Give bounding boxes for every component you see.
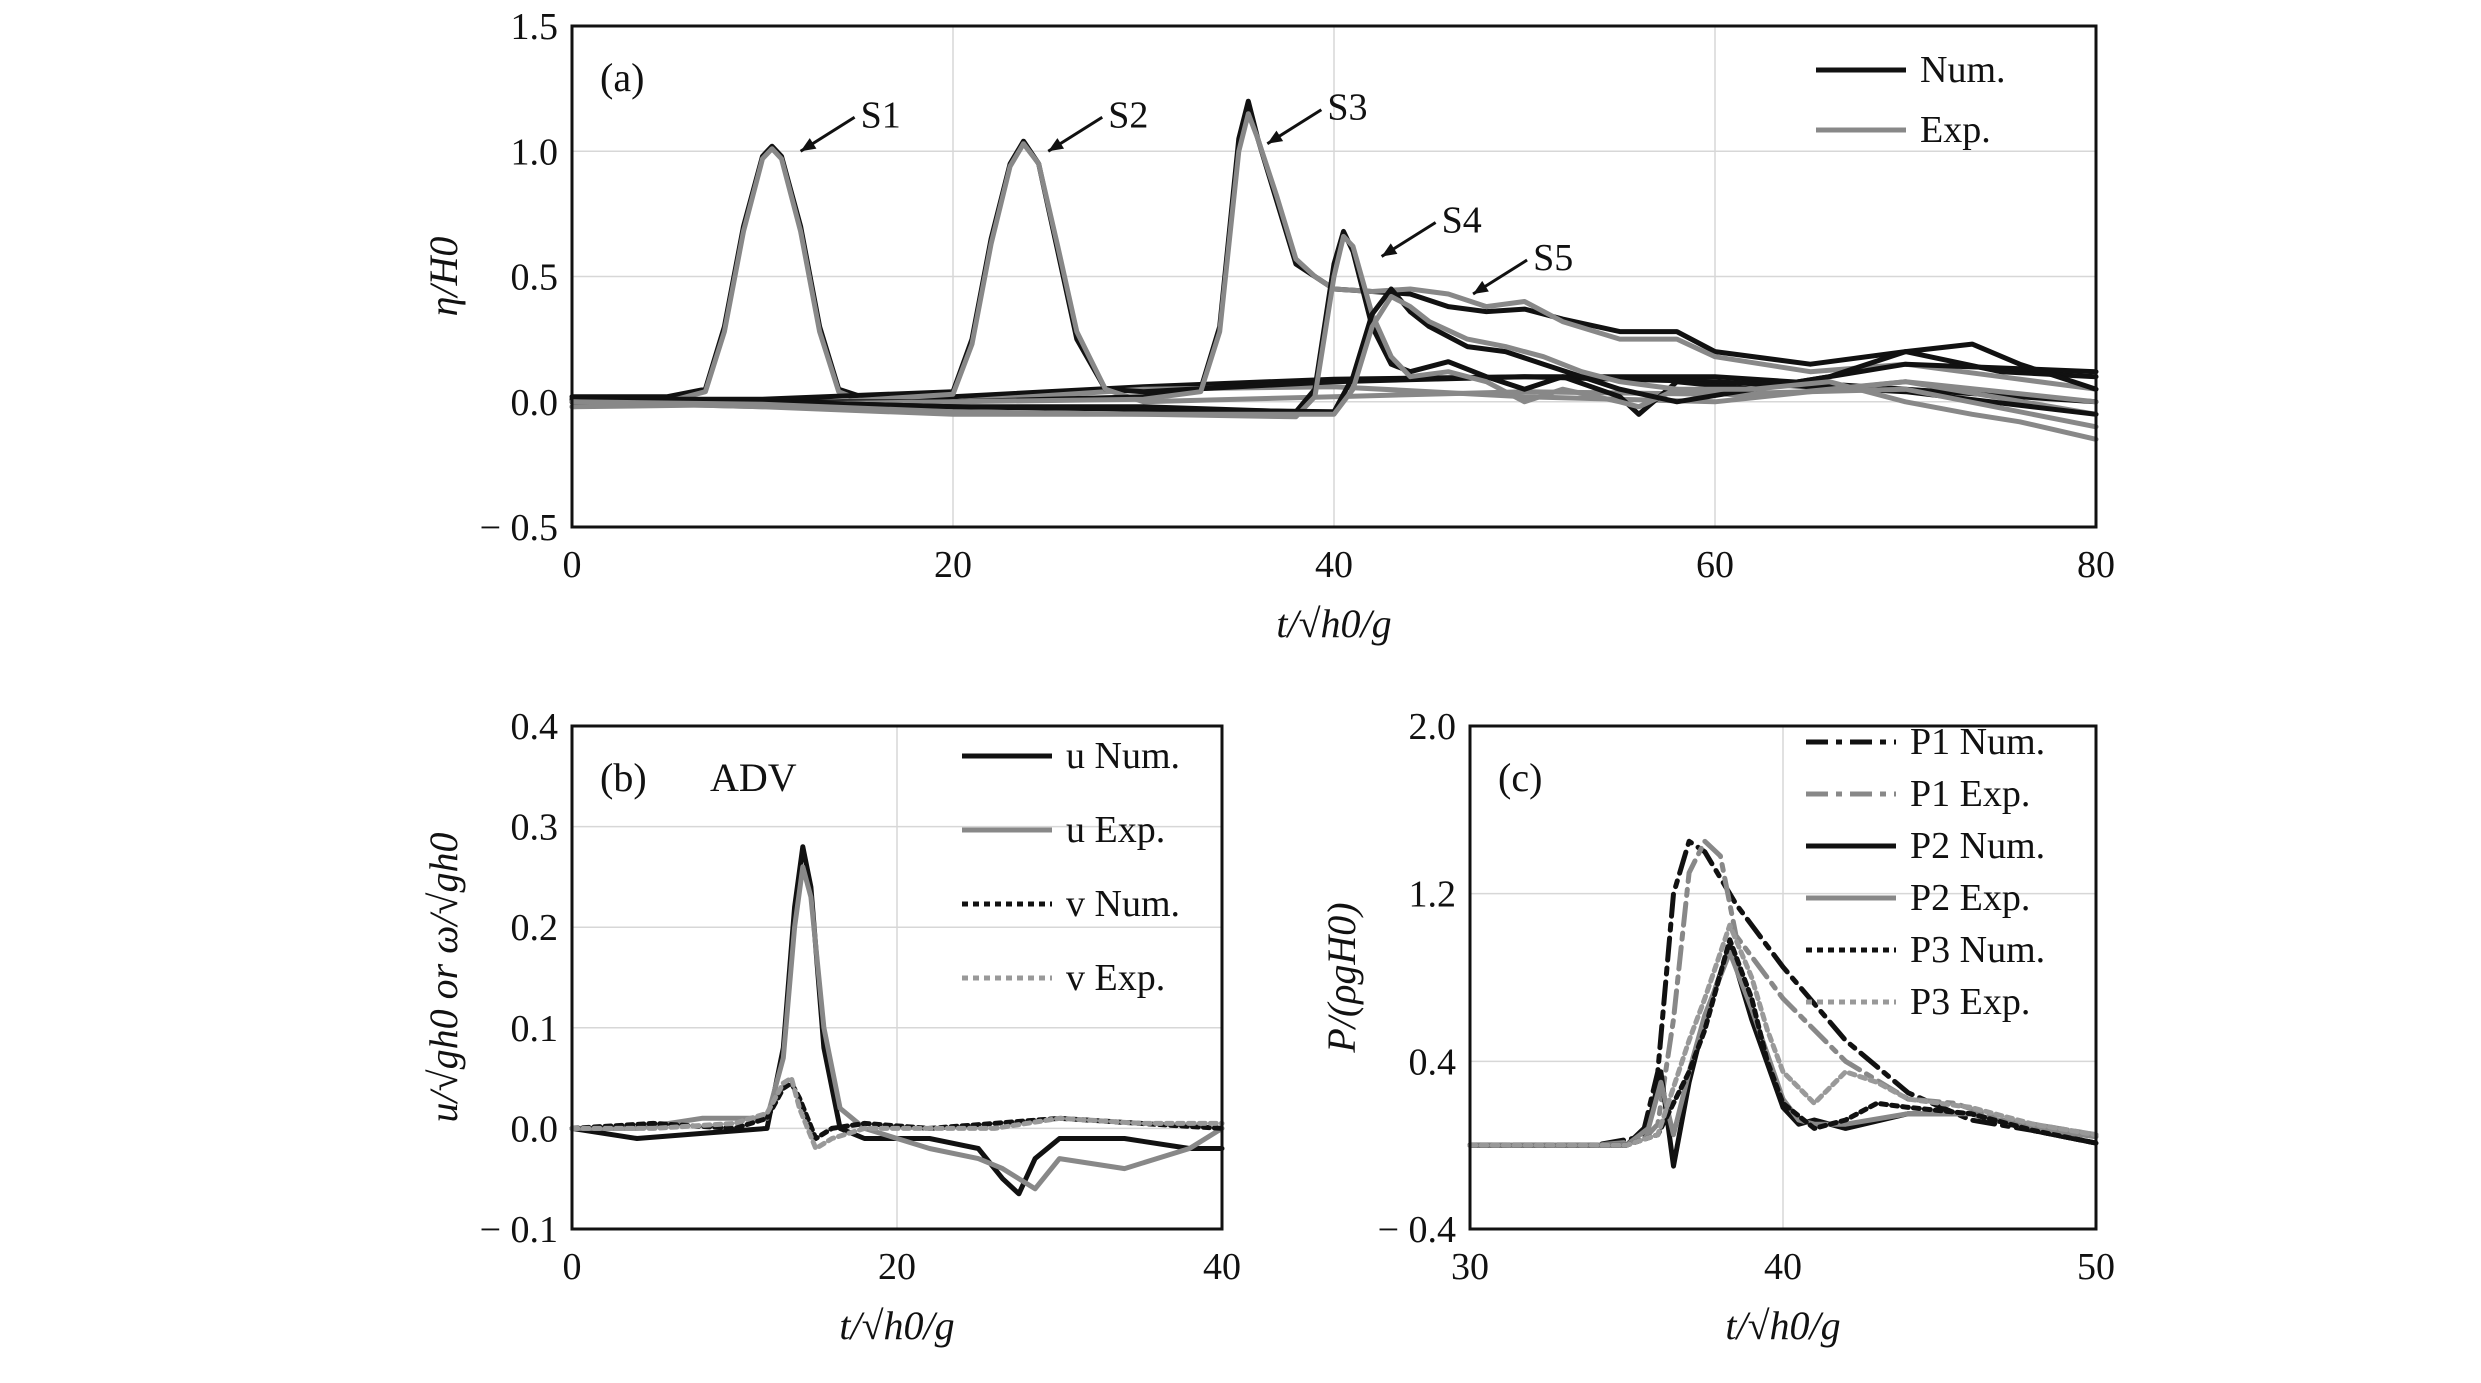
x-tick-label: 40: [1315, 544, 1353, 586]
annotation-label: S4: [1442, 199, 1482, 241]
legend-entry: u Num.: [1066, 735, 1180, 777]
series-line-p2-exp: [1467, 949, 2099, 1148]
x-tick-label: 30: [1451, 1246, 1489, 1288]
series-line-exp-s5: [569, 294, 2099, 442]
legend-entry: P3 Exp.: [1910, 981, 2030, 1023]
y-tick-label: 0.5: [511, 257, 559, 299]
y-tick-label: 0.0: [511, 1108, 559, 1150]
y-tick-label: 1.2: [1409, 874, 1457, 916]
annotation-arrowhead: [1048, 138, 1065, 152]
x-tick-label: 50: [2077, 1246, 2115, 1288]
series-line-p3-exp: [1467, 922, 2099, 1148]
annotation-arrowhead: [1473, 280, 1489, 295]
legend: Num. Exp.: [1816, 49, 2006, 151]
y-tick-label: 2.0: [1409, 706, 1457, 748]
x-tick-label: 20: [878, 1246, 916, 1288]
annotation-label: S2: [1108, 94, 1148, 136]
legend-entry: P1 Exp.: [1910, 773, 2030, 815]
panel-inset-title: ADV: [710, 755, 797, 800]
x-axis-label: t/√h0/g: [839, 1303, 954, 1348]
legend-entry: P1 Num.: [1910, 721, 2045, 763]
y-axis-label: u/√gh0 or ω/√gh0: [421, 833, 466, 1123]
x-tick-label: 40: [1764, 1246, 1802, 1288]
series-line-p3-num: [1467, 937, 2099, 1148]
y-tick-label: − 0.4: [1378, 1209, 1456, 1251]
x-axis-label: t/√h0/g: [1276, 601, 1391, 646]
legend-entry: v Exp.: [1066, 957, 1165, 999]
legend-entry: Num.: [1920, 49, 2006, 91]
annotation-arrowhead: [1267, 130, 1284, 144]
y-tick-label: 0.4: [1409, 1041, 1457, 1083]
legend-entry: P2 Exp.: [1910, 877, 2030, 919]
annotation-label: S1: [861, 94, 901, 136]
y-tick-label: 0.3: [511, 807, 559, 849]
x-tick-label: 0: [563, 544, 582, 586]
legend-entry: u Exp.: [1066, 809, 1165, 851]
panel-a: 0 20 40 60 80 − 0.5 0.0 0.5 1.0 1.5 (a) Num. Exp. S1 S…: [421, 6, 2115, 646]
annotation-arrowhead: [800, 138, 817, 152]
legend: P1 Num. P1 Exp. P2 Num. P2 Exp. P3 Num. P3 Ex…: [1806, 721, 2045, 1023]
x-axis-label: t/√h0/g: [1725, 1303, 1840, 1348]
y-tick-label: − 0.5: [480, 507, 558, 549]
annotation-label: S5: [1533, 237, 1573, 279]
y-tick-label: − 0.1: [480, 1209, 558, 1251]
plot-frame: [570, 724, 1224, 1231]
legend-entry: P3 Num.: [1910, 929, 2045, 971]
plot-frame: [1468, 724, 2098, 1231]
y-tick-label: 0.0: [511, 382, 559, 424]
x-tick-label: 40: [1203, 1246, 1241, 1288]
legend-entry: P2 Num.: [1910, 825, 2045, 867]
panel-label: (c): [1498, 755, 1542, 800]
series-line-num-s5: [569, 286, 2099, 415]
panel-b: 0 20 40 − 0.1 0.0 0.1 0.2 0.3 0.4 (b) ADV u Num. u E…: [421, 706, 1241, 1348]
y-tick-label: 1.5: [511, 6, 559, 48]
panel-c: 30 40 50 − 0.4 0.4 1.2 2.0 (c) P1 Num. P1 Exp. P2 …: [1319, 706, 2115, 1348]
x-tick-label: 0: [563, 1246, 582, 1288]
y-axis-label: P/(ρgH0): [1319, 902, 1364, 1053]
y-tick-label: 0.1: [511, 1008, 559, 1050]
y-tick-label: 0.4: [511, 706, 559, 748]
x-tick-label: 60: [1696, 544, 1734, 586]
series-line-exp-s1: [569, 146, 2099, 417]
y-tick-label: 1.0: [511, 131, 559, 173]
panel-label: (a): [600, 55, 644, 100]
legend-entry: v Num.: [1066, 883, 1180, 925]
y-tick-label: 0.2: [511, 907, 559, 949]
annotation-label: S3: [1327, 87, 1367, 129]
x-tick-label: 80: [2077, 544, 2115, 586]
legend-entry: Exp.: [1920, 109, 1991, 151]
series-line-v-exp: [569, 1075, 1225, 1151]
annotation-arrowhead: [1381, 243, 1398, 257]
panel-label: (b): [600, 755, 647, 800]
x-tick-label: 20: [934, 544, 972, 586]
plot-frame: [570, 24, 2098, 529]
legend: u Num. u Exp. v Num. v Exp.: [962, 735, 1180, 999]
series-line-exp-s3: [569, 111, 2099, 410]
y-axis-label: η/H0: [421, 237, 466, 317]
